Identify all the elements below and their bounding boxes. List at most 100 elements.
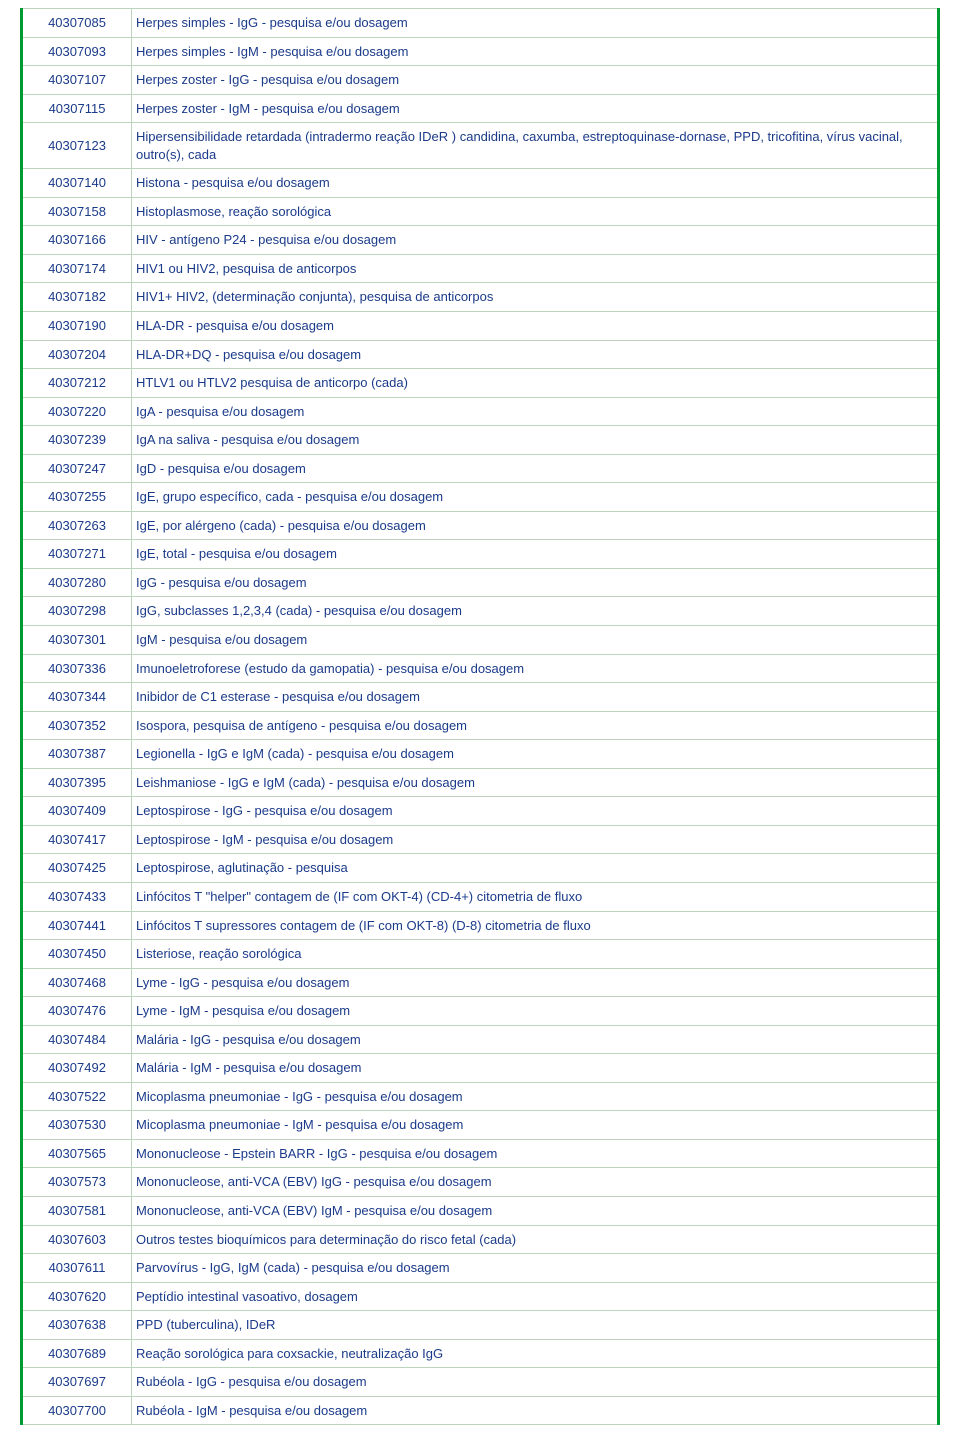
- table-row: 40307700Rubéola - IgM - pesquisa e/ou do…: [22, 1396, 939, 1425]
- code-cell: 40307484: [22, 1025, 132, 1054]
- description-cell: Hipersensibilidade retardada (intradermo…: [132, 123, 939, 169]
- table-row: 40307123Hipersensibilidade retardada (in…: [22, 123, 939, 169]
- table-row: 40307263IgE, por alérgeno (cada) - pesqu…: [22, 511, 939, 540]
- code-cell: 40307107: [22, 66, 132, 95]
- description-cell: Herpes zoster - IgG - pesquisa e/ou dosa…: [132, 66, 939, 95]
- description-cell: Leptospirose, aglutinação - pesquisa: [132, 854, 939, 883]
- table-row: 40307689Reação sorológica para coxsackie…: [22, 1339, 939, 1368]
- code-cell: 40307603: [22, 1225, 132, 1254]
- description-cell: IgG, subclasses 1,2,3,4 (cada) - pesquis…: [132, 597, 939, 626]
- table-row: 40307298IgG, subclasses 1,2,3,4 (cada) -…: [22, 597, 939, 626]
- description-cell: Lyme - IgM - pesquisa e/ou dosagem: [132, 997, 939, 1026]
- code-cell: 40307204: [22, 340, 132, 369]
- code-cell: 40307468: [22, 968, 132, 997]
- table-row: 40307093Herpes simples - IgM - pesquisa …: [22, 37, 939, 66]
- code-cell: 40307581: [22, 1196, 132, 1225]
- description-cell: IgE, grupo específico, cada - pesquisa e…: [132, 483, 939, 512]
- code-cell: 40307476: [22, 997, 132, 1026]
- description-cell: Histona - pesquisa e/ou dosagem: [132, 169, 939, 198]
- table-row: 40307107Herpes zoster - IgG - pesquisa e…: [22, 66, 939, 95]
- description-cell: IgE, total - pesquisa e/ou dosagem: [132, 540, 939, 569]
- description-cell: IgM - pesquisa e/ou dosagem: [132, 626, 939, 655]
- table-row: 40307239IgA na saliva - pesquisa e/ou do…: [22, 426, 939, 455]
- code-cell: 40307190: [22, 312, 132, 341]
- code-cell: 40307409: [22, 797, 132, 826]
- code-cell: 40307611: [22, 1254, 132, 1283]
- description-cell: IgD - pesquisa e/ou dosagem: [132, 454, 939, 483]
- code-cell: 40307417: [22, 825, 132, 854]
- description-cell: HLA-DR+DQ - pesquisa e/ou dosagem: [132, 340, 939, 369]
- table-row: 40307280IgG - pesquisa e/ou dosagem: [22, 568, 939, 597]
- table-row: 40307395Leishmaniose - IgG e IgM (cada) …: [22, 768, 939, 797]
- table-row: 40307638PPD (tuberculina), IDeR: [22, 1311, 939, 1340]
- description-cell: Mononucleose - Epstein BARR - IgG - pesq…: [132, 1139, 939, 1168]
- code-cell: 40307565: [22, 1139, 132, 1168]
- table-row: 40307174HIV1 ou HIV2, pesquisa de antico…: [22, 254, 939, 283]
- description-cell: HTLV1 ou HTLV2 pesquisa de anticorpo (ca…: [132, 369, 939, 398]
- code-cell: 40307280: [22, 568, 132, 597]
- table-row: 40307433Linfócitos T "helper" contagem d…: [22, 882, 939, 911]
- table-row: 40307620Peptídio intestinal vasoativo, d…: [22, 1282, 939, 1311]
- description-cell: Listeriose, reação sorológica: [132, 940, 939, 969]
- table-row: 40307441Linfócitos T supressores contage…: [22, 911, 939, 940]
- table-row: 40307255IgE, grupo específico, cada - pe…: [22, 483, 939, 512]
- code-cell: 40307697: [22, 1368, 132, 1397]
- description-cell: Mononucleose, anti-VCA (EBV) IgG - pesqu…: [132, 1168, 939, 1197]
- description-cell: Legionella - IgG e IgM (cada) - pesquisa…: [132, 740, 939, 769]
- code-cell: 40307522: [22, 1082, 132, 1111]
- table-row: 40307611Parvovírus - IgG, IgM (cada) - p…: [22, 1254, 939, 1283]
- table-row: 40307166HIV - antígeno P24 - pesquisa e/…: [22, 226, 939, 255]
- code-cell: 40307115: [22, 94, 132, 123]
- description-cell: Malária - IgG - pesquisa e/ou dosagem: [132, 1025, 939, 1054]
- table-row: 40307573Mononucleose, anti-VCA (EBV) IgG…: [22, 1168, 939, 1197]
- description-cell: Linfócitos T supressores contagem de (IF…: [132, 911, 939, 940]
- table-row: 40307085Herpes simples - IgG - pesquisa …: [22, 9, 939, 38]
- table-body: 40307085Herpes simples - IgG - pesquisa …: [22, 9, 939, 1425]
- code-cell: 40307174: [22, 254, 132, 283]
- table-row: 40307271IgE, total - pesquisa e/ou dosag…: [22, 540, 939, 569]
- table-row: 40307336Imunoeletroforese (estudo da gam…: [22, 654, 939, 683]
- table-row: 40307352Isospora, pesquisa de antígeno -…: [22, 711, 939, 740]
- description-cell: Malária - IgM - pesquisa e/ou dosagem: [132, 1054, 939, 1083]
- code-cell: 40307085: [22, 9, 132, 38]
- table-row: 40307484Malária - IgG - pesquisa e/ou do…: [22, 1025, 939, 1054]
- code-cell: 40307263: [22, 511, 132, 540]
- description-cell: Inibidor de C1 esterase - pesquisa e/ou …: [132, 683, 939, 712]
- description-cell: HIV - antígeno P24 - pesquisa e/ou dosag…: [132, 226, 939, 255]
- table-row: 40307450Listeriose, reação sorológica: [22, 940, 939, 969]
- code-cell: 40307336: [22, 654, 132, 683]
- table-row: 40307581Mononucleose, anti-VCA (EBV) IgM…: [22, 1196, 939, 1225]
- code-cell: 40307530: [22, 1111, 132, 1140]
- code-cell: 40307212: [22, 369, 132, 398]
- table-row: 40307182HIV1+ HIV2, (determinação conjun…: [22, 283, 939, 312]
- description-cell: HLA-DR - pesquisa e/ou dosagem: [132, 312, 939, 341]
- description-cell: Herpes simples - IgM - pesquisa e/ou dos…: [132, 37, 939, 66]
- table-row: 40307522Micoplasma pneumoniae - IgG - pe…: [22, 1082, 939, 1111]
- description-cell: IgE, por alérgeno (cada) - pesquisa e/ou…: [132, 511, 939, 540]
- description-cell: Imunoeletroforese (estudo da gamopatia) …: [132, 654, 939, 683]
- code-cell: 40307247: [22, 454, 132, 483]
- description-cell: Leptospirose - IgM - pesquisa e/ou dosag…: [132, 825, 939, 854]
- code-cell: 40307573: [22, 1168, 132, 1197]
- description-cell: HIV1+ HIV2, (determinação conjunta), pes…: [132, 283, 939, 312]
- table-row: 40307425Leptospirose, aglutinação - pesq…: [22, 854, 939, 883]
- table-row: 40307697Rubéola - IgG - pesquisa e/ou do…: [22, 1368, 939, 1397]
- description-cell: Mononucleose, anti-VCA (EBV) IgM - pesqu…: [132, 1196, 939, 1225]
- description-cell: PPD (tuberculina), IDeR: [132, 1311, 939, 1340]
- code-cell: 40307352: [22, 711, 132, 740]
- code-cell: 40307433: [22, 882, 132, 911]
- table-row: 40307565Mononucleose - Epstein BARR - Ig…: [22, 1139, 939, 1168]
- table-row: 40307603Outros testes bioquímicos para d…: [22, 1225, 939, 1254]
- description-cell: Rubéola - IgG - pesquisa e/ou dosagem: [132, 1368, 939, 1397]
- description-cell: Lyme - IgG - pesquisa e/ou dosagem: [132, 968, 939, 997]
- code-cell: 40307182: [22, 283, 132, 312]
- description-cell: Reação sorológica para coxsackie, neutra…: [132, 1339, 939, 1368]
- table-row: 40307247IgD - pesquisa e/ou dosagem: [22, 454, 939, 483]
- code-cell: 40307123: [22, 123, 132, 169]
- description-cell: Peptídio intestinal vasoativo, dosagem: [132, 1282, 939, 1311]
- code-cell: 40307450: [22, 940, 132, 969]
- description-cell: Micoplasma pneumoniae - IgM - pesquisa e…: [132, 1111, 939, 1140]
- description-cell: Parvovírus - IgG, IgM (cada) - pesquisa …: [132, 1254, 939, 1283]
- table-row: 40307530Micoplasma pneumoniae - IgM - pe…: [22, 1111, 939, 1140]
- table-row: 40307158Histoplasmose, reação sorológica: [22, 197, 939, 226]
